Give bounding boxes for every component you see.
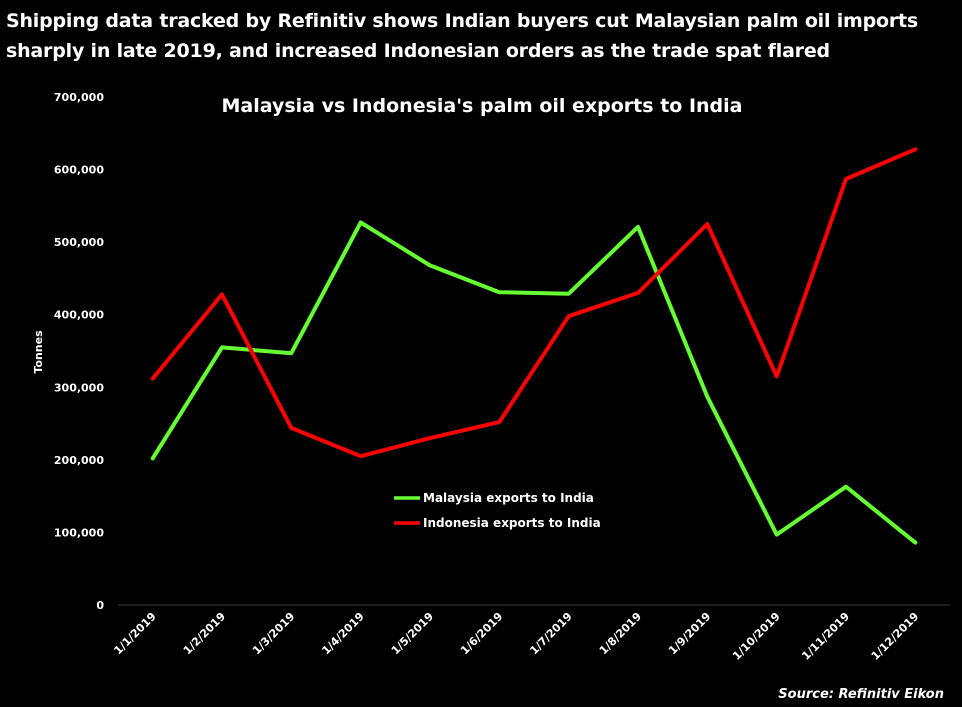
y-tick-label: 700,000 [54,91,104,104]
x-tick-label: 1/5/2019 [389,610,436,657]
x-tick-label: 1/1/2019 [111,610,158,657]
y-axis-ticks: 0 100,000 200,000 300,000 400,000 500,000 600,… [54,91,104,612]
x-tick-label: 1/6/2019 [458,610,505,657]
legend-label: Indonesia exports to India [423,516,601,530]
series-line-malaysia [150,220,918,545]
series-line-indonesia [150,147,918,459]
x-tick-label: 1/2/2019 [181,610,228,657]
legend: Malaysia exports to India Indonesia expor… [394,491,601,530]
x-tick-label: 1/10/2019 [730,610,783,663]
y-axis-label: Tonnes [32,330,45,374]
chart-title: Malaysia vs Indonesia's palm oil exports… [222,95,743,117]
x-tick-label: 1/4/2019 [319,610,366,657]
y-tick-label: 100,000 [54,526,104,539]
y-tick-label: 300,000 [54,381,104,394]
series-group [150,147,918,545]
source-note: Source: Refinitiv Eikon [778,687,944,702]
x-axis-ticks: 1/1/2019 1/2/2019 1/3/2019 1/4/2019 1/5/2019… [111,610,921,663]
x-tick-label: 1/12/2019 [869,610,922,663]
y-tick-label: 200,000 [54,454,104,467]
x-tick-label: 1/7/2019 [527,610,574,657]
legend-label: Malaysia exports to India [423,491,594,505]
y-tick-label: 400,000 [54,309,104,322]
y-tick-label: 500,000 [54,236,104,249]
y-tick-label: 0 [96,599,104,612]
x-tick-label: 1/9/2019 [666,610,713,657]
headline: Shipping data tracked by Refinitiv shows… [6,10,919,62]
x-tick-label: 1/11/2019 [799,610,852,663]
y-tick-label: 600,000 [54,164,104,177]
x-tick-label: 1/3/2019 [250,610,297,657]
x-tick-label: 1/8/2019 [597,610,644,657]
